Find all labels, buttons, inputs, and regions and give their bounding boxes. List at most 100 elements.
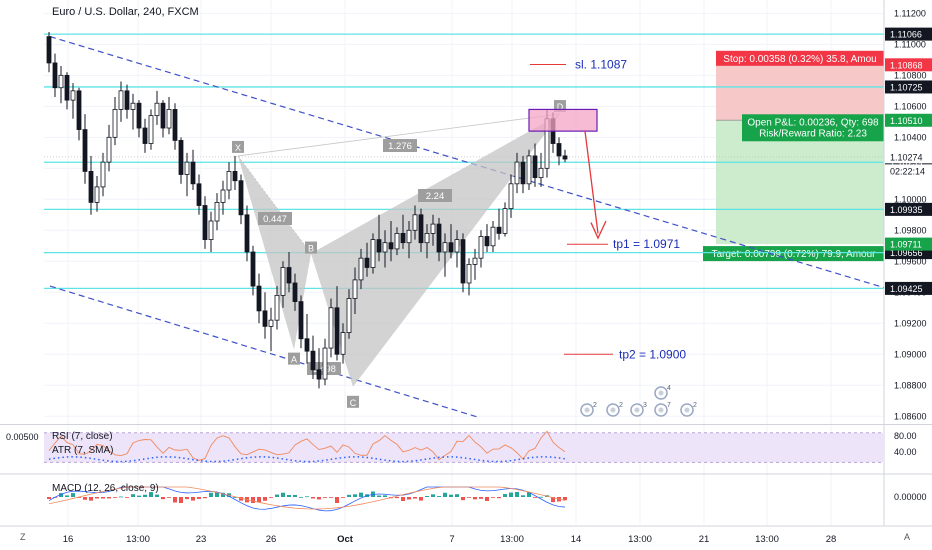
candle <box>388 221 394 262</box>
candle <box>448 224 454 259</box>
candle <box>118 81 124 122</box>
candle <box>64 72 70 110</box>
svg-text:Open P&L: 0.00236, Qty: 698: Open P&L: 0.00236, Qty: 698 <box>747 117 879 128</box>
channel-upper-line <box>49 36 885 289</box>
annotation-label: tp1 = 1.0971 <box>613 237 680 251</box>
macd-histogram-bar <box>317 497 321 500</box>
macd-histogram-bar <box>77 497 81 498</box>
macd-histogram-bar <box>485 497 489 501</box>
event-marker: 2 <box>606 402 623 417</box>
macd-signal-line <box>48 486 566 510</box>
macd-histogram-bar <box>275 494 279 497</box>
time-tick-label: 13:00 <box>500 534 524 545</box>
auto-scale-button[interactable]: A <box>904 532 911 542</box>
price-tick-label: 1.08800 <box>894 380 927 390</box>
stop-zone <box>716 64 884 121</box>
svg-text:7: 7 <box>667 402 671 409</box>
candle <box>160 100 166 138</box>
svg-text:2: 2 <box>693 402 697 409</box>
candle <box>436 217 442 262</box>
candle <box>94 176 100 212</box>
candle <box>460 233 466 293</box>
macd-histogram-bar <box>527 492 531 497</box>
trade-annotations[interactable]: sl. 1.1087 tp1 = 1.0971 tp2 = 1.0900 <box>528 57 686 361</box>
svg-text:3: 3 <box>643 402 647 409</box>
macd-histogram-bar <box>125 497 129 498</box>
level-price-tag: 1.11066 <box>885 27 932 41</box>
price-tick-label: 1.09000 <box>894 349 927 359</box>
macd-histogram-bar <box>551 497 555 503</box>
price-tick-label: 1.09200 <box>894 318 927 328</box>
macd-histogram-bar <box>347 494 351 497</box>
price-tick-label: 1.08600 <box>894 411 927 421</box>
sell-arrow-head <box>590 220 607 240</box>
candle <box>478 230 484 268</box>
candle <box>100 152 106 197</box>
rsi-label[interactable]: RSI (7, close) <box>52 431 113 442</box>
macd-histogram-bar <box>83 497 87 500</box>
position-zones: Stop: 0.00358 (0.32%) 35.8, Amou Open P&L… <box>703 50 884 262</box>
candle <box>148 109 154 150</box>
macd-histogram-bar <box>137 495 141 497</box>
candle <box>328 298 334 358</box>
candle <box>256 273 262 324</box>
macd-histogram-bar <box>443 492 447 497</box>
svg-text:A: A <box>291 355 297 365</box>
svg-text:Target: 0.00799 (0.72%) 79.9,: Target: 0.00799 (0.72%) 79.9, Amour <box>712 249 877 260</box>
candle <box>298 295 304 349</box>
svg-text:1.10274: 1.10274 <box>890 152 923 162</box>
macd-histogram-bar <box>209 492 213 497</box>
price-tick-label: 1.10600 <box>894 101 927 111</box>
macd-histogram-bar <box>383 495 387 497</box>
candle <box>376 214 382 262</box>
candle <box>340 323 346 364</box>
macd-histogram-bar <box>455 494 459 497</box>
candle <box>472 248 478 280</box>
timezone-button[interactable]: Z <box>20 532 26 542</box>
macd-histogram-bar <box>503 494 507 497</box>
candle <box>424 224 430 259</box>
macd-histogram-bar <box>47 497 51 500</box>
pattern-ratio-label: 0.447 <box>258 212 292 225</box>
macd-histogram-bar <box>473 497 477 500</box>
candle <box>286 251 292 293</box>
level-price-tag: 1.09935 <box>885 202 932 216</box>
candle <box>514 152 520 194</box>
time-tick-label: 13:00 <box>755 534 779 545</box>
macd-pane: 0.00000 <box>0 473 932 512</box>
candlestick-series <box>46 31 568 389</box>
candle <box>484 224 490 252</box>
candle <box>220 180 226 215</box>
event-marker: 4 <box>654 385 671 400</box>
macd-histogram-bar <box>269 497 273 498</box>
macd-histogram-bar <box>353 494 357 497</box>
candle <box>82 114 88 184</box>
rsi-band <box>44 432 884 463</box>
pattern-bcd-triangle <box>311 114 560 387</box>
event-markers[interactable]: 2 2 3 4 7 2 <box>580 385 697 417</box>
candle <box>166 97 172 135</box>
macd-histogram-bar <box>341 497 345 498</box>
annotation-label: tp2 = 1.0900 <box>619 347 686 361</box>
macd-histogram-bar <box>101 497 105 499</box>
descending-channel[interactable] <box>49 36 885 419</box>
time-tick-label: 13:00 <box>628 534 652 545</box>
macd-label[interactable]: MACD (12, 26, close, 9) <box>52 483 159 494</box>
price-tick-label: 1.09800 <box>894 225 927 235</box>
time-axis[interactable]: 16 13:00 23 26 Oct 7 13:00 14 13:00 21 13:00 28 <box>0 525 932 545</box>
rsi-tick-label: 80.00 <box>894 431 917 441</box>
macd-histogram-bar <box>431 494 435 497</box>
svg-text:1.10510: 1.10510 <box>890 116 923 126</box>
macd-histogram-bar <box>449 494 453 497</box>
rsi-atr-pane: 80.00 40.00 <box>0 424 932 463</box>
price-tick-label: 1.11000 <box>894 39 926 49</box>
time-tick-label: 23 <box>196 534 207 545</box>
atr-label[interactable]: ATR (7, SMA) <box>52 445 114 456</box>
macd-histogram-bar <box>509 492 513 497</box>
price-axis[interactable]: 1.11200 1.11000 1.10800 1.10600 1.10400 1.102… <box>883 0 932 526</box>
entry-price-tag: 1.10510 <box>885 113 932 127</box>
time-tick-label: 13:00 <box>126 534 150 545</box>
